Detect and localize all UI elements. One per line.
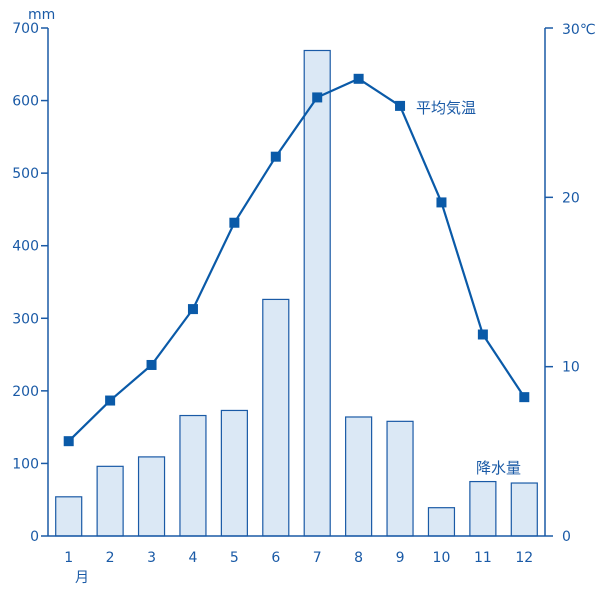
left-tick-label: 400 <box>12 239 39 255</box>
x-tick-label: 1 <box>64 550 73 566</box>
temperature-marker <box>229 217 240 228</box>
precipitation-series-label: 降水量 <box>476 459 521 477</box>
x-tick-label: 5 <box>230 550 239 566</box>
x-tick-label: 7 <box>313 550 322 566</box>
precipitation-bar <box>427 507 456 537</box>
precipitation-bar <box>345 416 373 537</box>
temperature-marker <box>477 329 488 340</box>
precipitation-bar <box>179 414 207 537</box>
left-tick-label: 300 <box>12 311 39 327</box>
temperature-marker <box>63 436 74 447</box>
x-tick-label: 10 <box>433 550 451 566</box>
precipitation-bar <box>469 480 497 537</box>
temperature-marker <box>270 151 281 162</box>
temperature-polyline <box>67 77 526 442</box>
x-axis-month-label: 月 <box>75 570 89 586</box>
right-tick-label: 0 <box>562 529 571 545</box>
left-axis-ticks: 0 100 200 300 400 500 600 700 <box>12 21 48 545</box>
x-tick-label: 2 <box>106 550 115 566</box>
right-tick-label: 10 <box>562 360 580 376</box>
axes <box>47 28 546 537</box>
precipitation-bar <box>510 482 538 537</box>
precipitation-bar <box>96 465 124 537</box>
right-axis-unit: 30℃ <box>562 22 596 38</box>
temperature-marker <box>312 92 323 103</box>
right-axis-ticks: 0 10 20 <box>545 27 580 545</box>
x-axis-ticks: 1 2 3 4 5 6 7 8 9 10 11 12 <box>64 550 533 566</box>
precipitation-bar <box>55 496 83 537</box>
precipitation-bar <box>220 409 248 537</box>
temperature-marker <box>519 392 530 403</box>
temperature-marker <box>436 197 447 208</box>
temperature-series-label: 平均気温 <box>416 99 476 117</box>
x-tick-label: 8 <box>354 550 363 566</box>
temperature-marker <box>187 304 198 315</box>
precipitation-bar <box>262 298 290 537</box>
x-tick-label: 9 <box>396 550 405 566</box>
left-tick-label: 600 <box>12 94 39 110</box>
left-tick-label: 500 <box>12 166 39 182</box>
x-tick-label: 4 <box>188 550 197 566</box>
temperature-marker <box>353 73 364 84</box>
temperature-marker <box>146 359 157 370</box>
x-tick-label: 6 <box>271 550 280 566</box>
right-tick-label: 20 <box>562 190 580 206</box>
left-tick-label: 0 <box>30 529 39 545</box>
precipitation-bar <box>386 420 414 537</box>
left-tick-label: 100 <box>12 456 39 472</box>
precipitation-bars <box>55 49 538 537</box>
left-tick-label: 200 <box>12 384 39 400</box>
x-tick-label: 3 <box>147 550 156 566</box>
precipitation-bar <box>303 49 331 537</box>
x-tick-label: 12 <box>515 550 533 566</box>
precipitation-bar <box>137 456 166 537</box>
left-tick-label: 700 <box>12 21 39 37</box>
temperature-marker <box>395 100 406 111</box>
temperature-line <box>63 73 530 447</box>
left-axis-unit: mm <box>28 7 55 23</box>
x-tick-label: 11 <box>474 550 492 566</box>
temperature-marker <box>105 395 116 406</box>
